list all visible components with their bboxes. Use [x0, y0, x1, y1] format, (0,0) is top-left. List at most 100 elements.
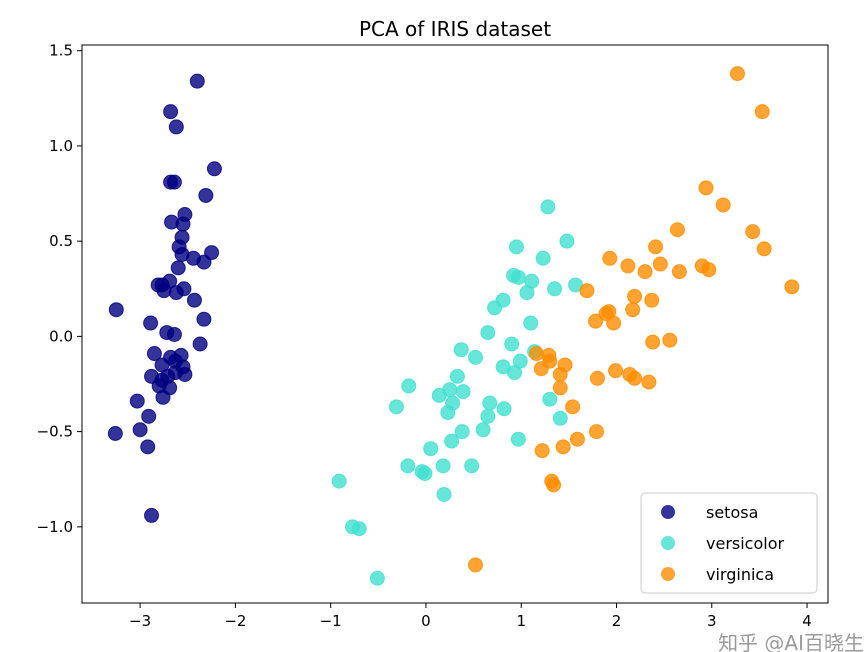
x-tick-label: −2 [224, 612, 246, 630]
x-tick-label: 1 [516, 612, 526, 630]
point-virginica [565, 399, 581, 415]
point-setosa [132, 422, 148, 438]
point-setosa [196, 311, 212, 327]
point-virginica [589, 370, 605, 386]
x-tick-label: −1 [320, 612, 342, 630]
point-versicolor [464, 458, 480, 474]
point-versicolor [496, 401, 512, 417]
point-virginica [754, 104, 770, 120]
point-setosa [186, 292, 202, 308]
point-versicolor [351, 521, 367, 537]
legend: setosa versicolor virginica [640, 492, 818, 594]
point-versicolor [510, 431, 526, 447]
point-virginica [662, 332, 678, 348]
point-virginica [602, 250, 618, 266]
point-setosa [163, 104, 179, 120]
point-versicolor [453, 342, 469, 358]
point-virginica [528, 346, 544, 362]
legend-box [640, 492, 818, 594]
point-virginica [627, 288, 643, 304]
point-versicolor [388, 399, 404, 415]
point-versicolor [467, 349, 483, 365]
point-versicolor [535, 250, 551, 266]
point-virginica [784, 279, 800, 295]
point-virginica [671, 264, 687, 280]
point-versicolor [369, 570, 385, 586]
point-setosa [155, 389, 171, 405]
watermark: 知乎 @AI百晓生 [718, 631, 864, 652]
point-versicolor [507, 365, 523, 381]
point-versicolor [480, 325, 496, 341]
point-versicolor [435, 458, 451, 474]
point-versicolor [331, 473, 347, 489]
point-virginica [620, 258, 636, 274]
point-versicolor [423, 441, 439, 457]
y-tick-label: 0.5 [49, 232, 73, 250]
point-setosa [189, 73, 205, 89]
point-virginica [569, 431, 585, 447]
point-versicolor [510, 269, 526, 285]
series-setosa [107, 73, 222, 523]
point-setosa [107, 426, 123, 442]
point-setosa [144, 507, 160, 523]
point-setosa [177, 366, 193, 382]
y-tick-label: −0.5 [37, 423, 73, 441]
point-setosa [108, 302, 124, 318]
point-versicolor [449, 368, 465, 384]
point-versicolor [504, 336, 520, 352]
point-virginica [546, 477, 562, 493]
point-setosa [143, 315, 159, 331]
point-virginica [644, 292, 660, 308]
point-versicolor [482, 395, 498, 411]
point-versicolor [508, 239, 524, 255]
point-versicolor [444, 433, 460, 449]
point-virginica [467, 557, 483, 573]
legend-marker-versicolor [661, 536, 675, 550]
point-versicolor [454, 424, 470, 440]
point-setosa [196, 254, 212, 270]
legend-marker-setosa [661, 505, 675, 519]
series-versicolor [331, 199, 584, 586]
point-versicolor [475, 422, 491, 438]
point-virginica [701, 262, 717, 278]
point-virginica [588, 313, 604, 329]
point-virginica [552, 380, 568, 396]
chart-title: PCA of IRIS dataset [359, 17, 551, 41]
point-versicolor [442, 382, 458, 398]
point-virginica [533, 361, 549, 377]
point-virginica [555, 439, 571, 455]
point-setosa [192, 336, 208, 352]
point-virginica [588, 424, 604, 440]
point-virginica [641, 374, 657, 390]
x-tick-label: 4 [802, 612, 812, 630]
point-setosa [168, 119, 184, 135]
point-versicolor [487, 300, 503, 316]
point-virginica [756, 241, 772, 257]
x-tick-label: 3 [707, 612, 717, 630]
point-versicolor [436, 486, 452, 502]
point-setosa [129, 393, 145, 409]
x-tick-label: −3 [129, 612, 151, 630]
point-virginica [637, 264, 653, 280]
point-setosa [170, 260, 186, 276]
point-setosa [146, 346, 162, 362]
point-versicolor [519, 285, 535, 301]
point-setosa [159, 325, 175, 341]
point-setosa [168, 285, 184, 301]
point-virginica [648, 239, 664, 255]
point-setosa [206, 161, 222, 177]
legend-label-versicolor: versicolor [706, 534, 784, 553]
point-versicolor [401, 378, 417, 394]
point-setosa [175, 216, 191, 232]
point-virginica [598, 306, 614, 322]
point-virginica [715, 197, 731, 213]
point-virginica [645, 334, 661, 350]
point-virginica [579, 283, 595, 299]
x-tick-label: 0 [421, 612, 431, 630]
y-tick-label: −1.0 [37, 518, 73, 536]
x-tick-label: 2 [612, 612, 622, 630]
legend-label-virginica: virginica [706, 565, 774, 584]
point-versicolor [540, 199, 556, 215]
point-setosa [166, 174, 182, 190]
